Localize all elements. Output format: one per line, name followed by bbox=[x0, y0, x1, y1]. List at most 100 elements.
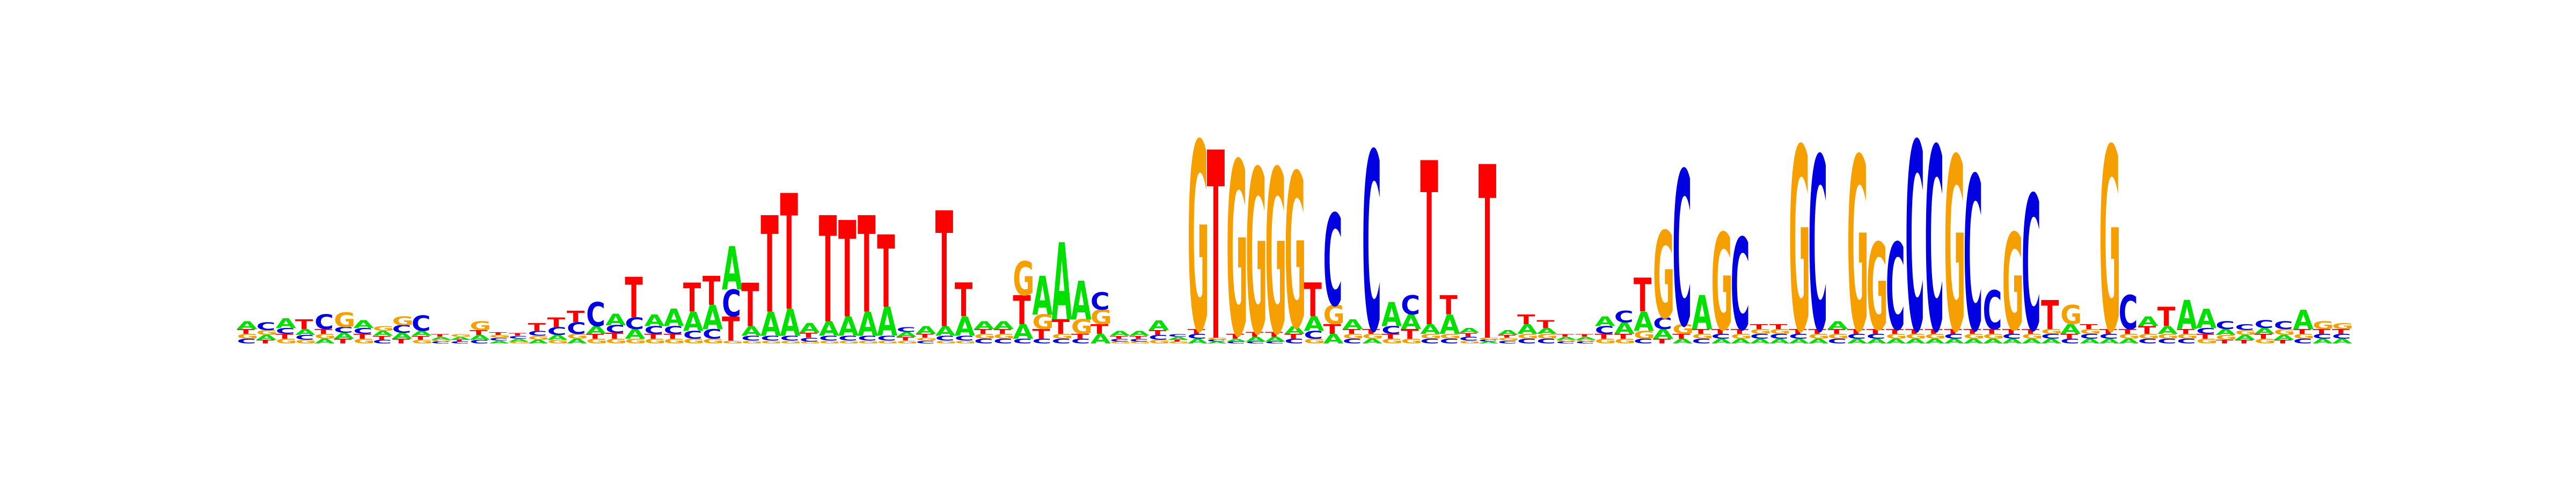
logo-letter-T-pos-83: T bbox=[1827, 328, 1846, 335]
logo-letter-G-pos-12: G bbox=[450, 333, 472, 338]
logo-letter-A-pos-47: A bbox=[1129, 330, 1150, 338]
logo-letter-T-pos-46: T bbox=[1110, 335, 1128, 339]
logo-letter-G-pos-6: G bbox=[334, 309, 355, 332]
logo-letter-A-pos-17: A bbox=[547, 334, 568, 341]
logo-letter-A-pos-66: A bbox=[1498, 329, 1518, 336]
logo-letter-T-pos-97: T bbox=[2099, 328, 2118, 335]
logo-letter-A-pos-83: A bbox=[1827, 319, 1848, 331]
logo-letter-G-pos-85: G bbox=[1867, 218, 1888, 357]
logo-letter-C-pos-63: C bbox=[1440, 338, 1459, 345]
logo-letter-A-pos-105: A bbox=[2255, 326, 2275, 336]
logo-letter-C-pos-37: C bbox=[935, 335, 955, 342]
logo-letter-C-pos-66: C bbox=[1498, 340, 1517, 344]
logo-letter-G-pos-46: G bbox=[1110, 341, 1131, 345]
logo-letter-T-pos-82: T bbox=[1808, 328, 1826, 335]
logo-letter-T-pos-6: T bbox=[334, 338, 352, 345]
logo-letter-G-pos-4: G bbox=[295, 339, 317, 345]
logo-letter-A-pos-98: A bbox=[2119, 338, 2139, 345]
logo-letter-A-pos-32: A bbox=[838, 311, 859, 342]
logo-letter-C-pos-38: C bbox=[955, 335, 974, 342]
logo-letter-C-pos-48: C bbox=[1148, 334, 1168, 341]
logo-letter-G-pos-30: G bbox=[800, 341, 821, 345]
logo-letter-G-pos-44: G bbox=[1071, 316, 1093, 339]
logo-letter-T-pos-103: T bbox=[2215, 339, 2233, 345]
logo-letter-A-pos-57: A bbox=[1323, 332, 1344, 347]
logo-letter-C-pos-1: C bbox=[237, 338, 256, 345]
logo-letter-T-pos-31: T bbox=[819, 186, 837, 356]
logo-letter-C-pos-22: C bbox=[645, 324, 664, 336]
logo-letter-T-pos-43: T bbox=[1052, 316, 1070, 339]
logo-letter-G-pos-106: G bbox=[2274, 327, 2295, 337]
logo-letter-C-pos-69: C bbox=[1556, 341, 1575, 345]
logo-letter-T-pos-76: T bbox=[1692, 328, 1710, 335]
logo-letter-A-pos-25: A bbox=[702, 298, 723, 337]
logo-letter-A-pos-26: A bbox=[722, 235, 742, 304]
logo-letter-G-pos-91: G bbox=[1983, 333, 2004, 340]
logo-letter-T-pos-3: T bbox=[276, 333, 294, 340]
logo-letter-C-pos-107: C bbox=[2293, 338, 2312, 345]
logo-letter-A-pos-67: A bbox=[1517, 322, 1538, 338]
logo-letter-G-pos-65: G bbox=[1479, 337, 1500, 340]
logo-letter-A-pos-90: A bbox=[1964, 338, 1984, 345]
logo-letter-G-pos-77: G bbox=[1711, 206, 1733, 360]
logo-letter-A-pos-28: A bbox=[760, 305, 781, 344]
logo-letter-A-pos-96: A bbox=[2080, 338, 2100, 345]
logo-letter-G-pos-51: G bbox=[1207, 337, 1228, 340]
logo-letter-G-pos-20: G bbox=[605, 338, 627, 345]
logo-letter-C-pos-15: C bbox=[509, 335, 528, 339]
logo-letter-C-pos-99: C bbox=[2138, 338, 2157, 345]
logo-letter-G-pos-48: G bbox=[1148, 339, 1170, 345]
logo-letter-T-pos-39: T bbox=[974, 328, 992, 335]
logo-letter-G-pos-95: G bbox=[2060, 299, 2082, 331]
logo-letter-G-pos-72: G bbox=[1614, 338, 1636, 345]
logo-letter-G-pos-99: G bbox=[2138, 333, 2160, 340]
logo-letter-C-pos-44: C bbox=[1071, 338, 1091, 345]
logo-letter-C-pos-76: C bbox=[1692, 338, 1711, 345]
logo-letter-A-pos-29: A bbox=[780, 302, 801, 345]
logo-letter-A-pos-85: A bbox=[1867, 338, 1887, 345]
logo-letter-T-pos-57: T bbox=[1323, 322, 1342, 338]
logo-letter-A-pos-107: A bbox=[2293, 304, 2314, 335]
logo-letter-C-pos-104: C bbox=[2235, 323, 2255, 332]
logo-letter-G-pos-18: G bbox=[567, 333, 588, 340]
logo-letter-T-pos-85: T bbox=[1867, 328, 1885, 335]
logo-letter-G-pos-100: G bbox=[2157, 333, 2179, 340]
logo-letter-T-pos-66: T bbox=[1498, 334, 1516, 339]
logo-letter-A-pos-73: A bbox=[1634, 306, 1654, 337]
logo-letter-G-pos-96: G bbox=[2080, 328, 2101, 335]
logo-letter-T-pos-48: T bbox=[1148, 329, 1167, 336]
logo-letter-A-pos-10: A bbox=[412, 330, 432, 338]
logo-letter-T-pos-63: T bbox=[1440, 290, 1458, 321]
logo-letter-A-pos-7: A bbox=[353, 318, 374, 331]
logo-letter-G-pos-34: G bbox=[877, 340, 898, 344]
logo-letter-T-pos-35: T bbox=[896, 336, 914, 342]
logo-letter-T-pos-1: T bbox=[237, 328, 255, 335]
logo-letter-C-pos-85: C bbox=[1867, 333, 1886, 340]
logo-letter-T-pos-86: T bbox=[1886, 328, 1904, 335]
logo-letter-C-pos-103: C bbox=[2215, 319, 2235, 331]
logo-letter-C-pos-56: C bbox=[1304, 328, 1323, 341]
logo-letter-A-pos-56: A bbox=[1304, 313, 1324, 336]
logo-letter-G-pos-24: G bbox=[683, 338, 705, 345]
logo-letter-C-pos-42: C bbox=[1032, 338, 1051, 345]
logo-letter-C-pos-77: C bbox=[1711, 333, 1731, 340]
logo-letter-C-pos-98: C bbox=[2119, 286, 2138, 340]
logo-letter-G-pos-32: G bbox=[838, 340, 860, 344]
logo-letter-A-pos-82: A bbox=[1808, 338, 1828, 345]
logo-letter-G-pos-2: G bbox=[257, 329, 278, 336]
logo-letter-C-pos-71: C bbox=[1595, 324, 1614, 336]
logo-letter-C-pos-90: C bbox=[1964, 133, 1983, 379]
logo-letter-C-pos-20: C bbox=[605, 323, 625, 335]
logo-letter-A-pos-87: A bbox=[1905, 338, 1926, 345]
logo-letter-G-pos-14: G bbox=[489, 334, 510, 339]
logo-letter-C-pos-95: C bbox=[2060, 338, 2080, 345]
logo-letter-A-pos-19: A bbox=[586, 324, 606, 336]
logo-letter-T-pos-68: T bbox=[1536, 318, 1555, 331]
logo-letter-A-pos-88: A bbox=[1924, 338, 1945, 345]
logo-letter-C-pos-33: C bbox=[858, 335, 877, 342]
logo-letter-A-pos-36: A bbox=[916, 324, 936, 336]
logo-letter-A-pos-99: A bbox=[2138, 314, 2158, 330]
logo-letter-C-pos-93: C bbox=[2022, 158, 2041, 374]
logo-letter-G-pos-25: G bbox=[702, 338, 724, 345]
logo-letter-C-pos-51: C bbox=[1207, 339, 1226, 342]
